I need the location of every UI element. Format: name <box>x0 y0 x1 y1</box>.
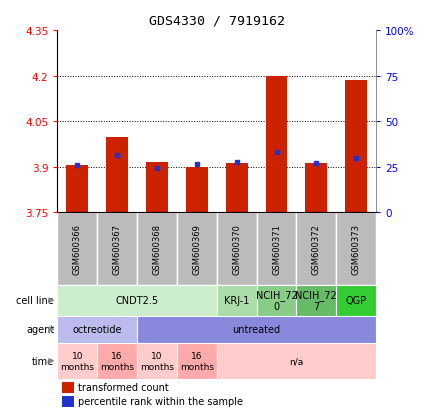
Text: GSM600366: GSM600366 <box>73 223 82 274</box>
Bar <box>296 213 336 285</box>
Text: NCIH_72
0: NCIH_72 0 <box>256 289 298 312</box>
Bar <box>186 167 208 213</box>
Text: QGP: QGP <box>346 295 367 306</box>
Text: NCIH_72
7: NCIH_72 7 <box>295 289 337 312</box>
Text: GSM600371: GSM600371 <box>272 223 281 274</box>
Bar <box>106 138 128 213</box>
Bar <box>306 164 327 213</box>
Bar <box>57 213 97 285</box>
Text: GSM600367: GSM600367 <box>113 223 122 274</box>
Text: 16
months: 16 months <box>180 351 214 370</box>
Bar <box>57 316 137 343</box>
Bar <box>137 316 376 343</box>
Text: GSM600368: GSM600368 <box>153 223 162 274</box>
Text: GSM600369: GSM600369 <box>193 223 201 274</box>
Text: CNDT2.5: CNDT2.5 <box>116 295 159 306</box>
Bar <box>257 213 296 285</box>
Bar <box>226 164 248 213</box>
Bar <box>137 343 177 379</box>
Text: GSM600373: GSM600373 <box>352 223 361 274</box>
Bar <box>66 166 88 213</box>
Text: GSM600372: GSM600372 <box>312 223 321 274</box>
Bar <box>217 285 257 316</box>
Text: time: time <box>32 356 54 366</box>
Bar <box>177 343 217 379</box>
Text: KRJ-1: KRJ-1 <box>224 295 249 306</box>
Bar <box>97 213 137 285</box>
Text: 10
months: 10 months <box>60 351 94 370</box>
Bar <box>137 213 177 285</box>
Text: octreotide: octreotide <box>73 324 122 335</box>
Bar <box>257 285 296 316</box>
Text: 16
months: 16 months <box>100 351 134 370</box>
Text: untreated: untreated <box>232 324 280 335</box>
Text: transformed count: transformed count <box>78 382 169 392</box>
Text: percentile rank within the sample: percentile rank within the sample <box>78 396 243 406</box>
Text: n/a: n/a <box>289 356 303 366</box>
Text: cell line: cell line <box>17 295 54 306</box>
Bar <box>62 382 74 393</box>
Text: GSM600370: GSM600370 <box>232 223 241 274</box>
Bar <box>57 343 97 379</box>
Text: 10
months: 10 months <box>140 351 174 370</box>
Bar <box>217 343 376 379</box>
Bar <box>266 76 287 213</box>
Bar <box>336 213 376 285</box>
Bar <box>97 343 137 379</box>
Bar <box>57 285 217 316</box>
Bar <box>217 213 257 285</box>
Bar <box>177 213 217 285</box>
Bar <box>345 81 367 213</box>
Text: agent: agent <box>26 324 54 335</box>
Bar <box>336 285 376 316</box>
Bar <box>296 285 336 316</box>
Bar <box>62 396 74 406</box>
Bar <box>146 163 168 213</box>
Title: GDS4330 / 7919162: GDS4330 / 7919162 <box>149 14 285 27</box>
